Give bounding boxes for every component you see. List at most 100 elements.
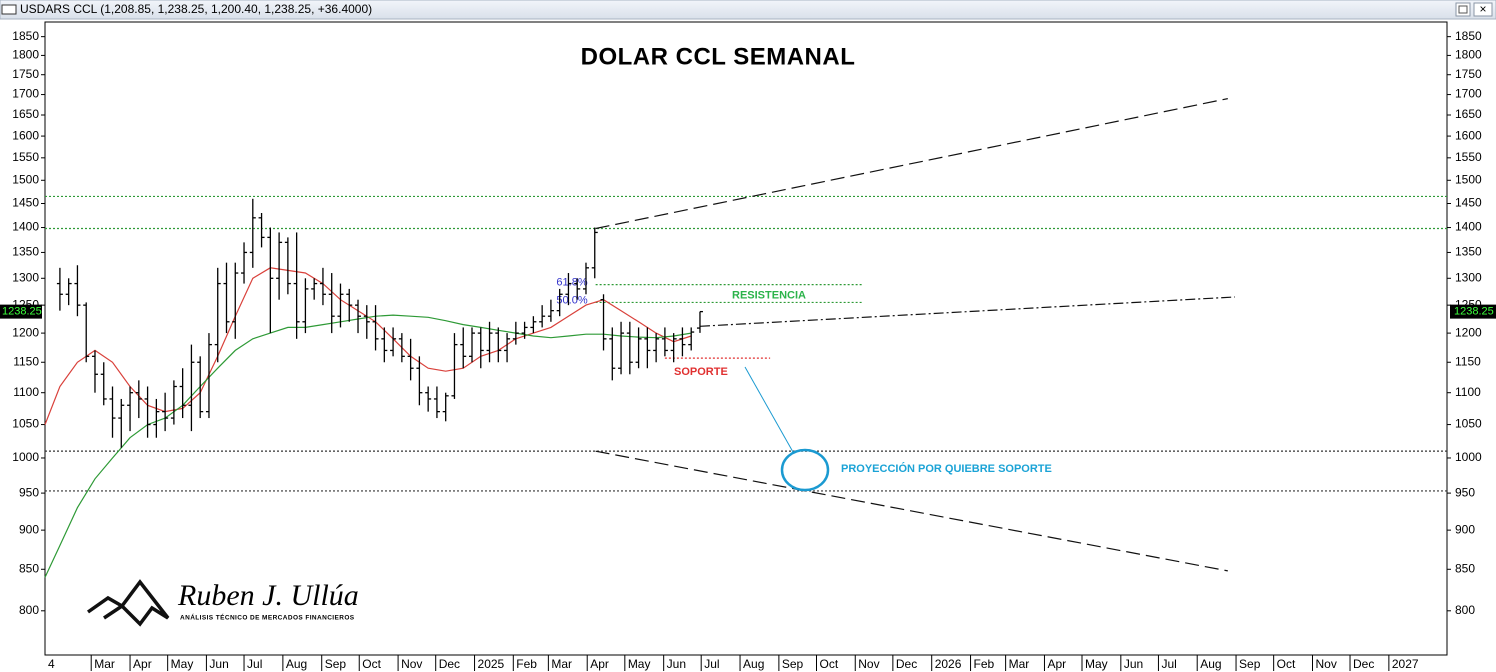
window-title: USDARS CCL (1,208.85, 1,238.25, 1,200.40… xyxy=(20,2,372,16)
y-tick-label-right: 1500 xyxy=(1455,172,1482,186)
projection-label: PROYECCIÓN POR QUIEBRE SOPORTE xyxy=(841,462,1052,475)
x-tick-label: Jun xyxy=(1124,657,1143,671)
y-tick-label-right: 1450 xyxy=(1455,196,1482,210)
y-tick-label-right: 1350 xyxy=(1455,245,1482,259)
y-tick-label: 1200 xyxy=(12,325,39,339)
price-tag: 1238.25 xyxy=(2,306,42,318)
y-tick-label-right: 1100 xyxy=(1455,385,1481,399)
x-tick-label: Oct xyxy=(819,657,838,671)
y-tick-label-right: 800 xyxy=(1455,603,1475,617)
y-tick-label: 1800 xyxy=(12,48,39,62)
x-tick-label: Feb xyxy=(516,657,537,671)
x-tick-label: Jun xyxy=(667,657,686,671)
y-tick-label: 1700 xyxy=(12,87,39,101)
x-tick-label: Nov xyxy=(858,657,879,671)
resistance-label: RESISTENCIA xyxy=(732,289,806,301)
window-icon xyxy=(1,4,17,15)
y-tick-label: 1550 xyxy=(12,150,39,164)
logo-mark xyxy=(86,579,170,627)
x-tick-label: Feb xyxy=(974,657,995,671)
y-tick-label: 1500 xyxy=(12,172,39,186)
trend-line xyxy=(699,296,1235,327)
y-tick-label: 1750 xyxy=(12,67,39,81)
x-tick-label: Sep xyxy=(782,657,804,671)
x-tick-label: 2027 xyxy=(1392,657,1419,671)
x-tick-label: Dec xyxy=(1353,657,1374,671)
x-tick-label: Aug xyxy=(286,657,307,671)
y-tick-label-right: 1650 xyxy=(1455,107,1482,121)
x-tick-label: May xyxy=(628,657,651,671)
y-tick-label: 1100 xyxy=(13,385,39,399)
x-tick-label: Jun xyxy=(209,657,228,671)
y-tick-label: 1300 xyxy=(12,270,39,284)
maximize-icon xyxy=(1458,5,1468,14)
close-icon: × xyxy=(1479,2,1486,16)
logo-tagline: ANÁLISIS TÉCNICO DE MERCADOS FINANCIEROS xyxy=(180,613,355,622)
x-tick-label: Jul xyxy=(1161,657,1176,671)
y-tick-label: 950 xyxy=(19,485,39,499)
y-tick-label-right: 1850 xyxy=(1455,29,1482,43)
y-tick-label: 1600 xyxy=(12,128,39,142)
support-label: SOPORTE xyxy=(674,366,728,378)
x-tick-label: Aug xyxy=(1200,657,1221,671)
x-tick-label: Apr xyxy=(590,657,609,671)
y-tick-label-right: 1700 xyxy=(1455,87,1482,101)
logo: Ruben J. Ullúa ANÁLISIS TÉCNICO DE MERCA… xyxy=(86,579,359,627)
y-tick-label: 900 xyxy=(19,522,39,536)
x-tick-label: May xyxy=(171,657,194,671)
y-tick-label-right: 1050 xyxy=(1455,417,1482,431)
x-tick-label: Oct xyxy=(362,657,381,671)
y-tick-label: 1050 xyxy=(12,417,39,431)
x-tick-label: Dec xyxy=(896,657,917,671)
maximize-button[interactable] xyxy=(1455,2,1471,17)
y-tick-label-right: 850 xyxy=(1455,561,1475,575)
trend-line xyxy=(595,450,1228,572)
y-tick-label: 1850 xyxy=(12,29,39,43)
x-tick-label: Oct xyxy=(1277,657,1296,671)
plot-area xyxy=(44,21,1448,656)
y-tick-label-right: 1600 xyxy=(1455,128,1482,142)
y-tick-label: 800 xyxy=(19,603,39,617)
x-tick-label: Apr xyxy=(1047,657,1066,671)
close-button[interactable] xyxy=(1473,2,1493,17)
y-tick-label: 1350 xyxy=(12,245,39,259)
y-tick-label-right: 1400 xyxy=(1455,220,1482,234)
y-tick-label: 1150 xyxy=(13,354,39,368)
pointer-line xyxy=(744,366,794,453)
x-tick-label: Dec xyxy=(439,657,460,671)
x-tick-label: Nov xyxy=(1315,657,1336,671)
x-tick-label: 2025 xyxy=(478,657,505,671)
x-tick-label: Mar xyxy=(551,657,572,671)
x-tick-label: Jul xyxy=(704,657,719,671)
y-tick-label-right: 1800 xyxy=(1455,48,1482,62)
window-header xyxy=(0,0,1496,20)
y-tick-label-right: 1000 xyxy=(1455,450,1482,464)
x-tick-label: Apr xyxy=(133,657,152,671)
y-tick-label-right: 950 xyxy=(1455,485,1475,499)
x-tick-label: 4 xyxy=(48,657,55,671)
price-tag-bg xyxy=(0,304,42,319)
x-tick-label: Jul xyxy=(247,657,262,671)
x-tick-label: Mar xyxy=(94,657,115,671)
y-tick-label-right: 900 xyxy=(1455,522,1475,536)
y-tick-label-right: 1150 xyxy=(1455,354,1481,368)
y-tick-label: 1650 xyxy=(12,107,39,121)
x-tick-label: Sep xyxy=(1239,657,1261,671)
fib-label: 61.8% xyxy=(556,277,587,289)
chart-title: DOLAR CCL SEMANAL xyxy=(581,43,856,70)
fib-label: 50.0% xyxy=(556,294,587,306)
y-tick-label: 1450 xyxy=(12,196,39,210)
y-tick-label-right: 1550 xyxy=(1455,150,1482,164)
price-tag-bg-right xyxy=(1450,304,1496,319)
y-tick-label-right: 1750 xyxy=(1455,67,1482,81)
y-tick-label: 1000 xyxy=(12,450,39,464)
x-tick-label: Aug xyxy=(743,657,764,671)
projection-circle xyxy=(780,448,830,492)
y-tick-label-right: 1300 xyxy=(1455,270,1482,284)
y-tick-label: 850 xyxy=(19,561,39,575)
y-tick-label: 1400 xyxy=(12,220,39,234)
y-tick-label-right: 1200 xyxy=(1455,325,1482,339)
price-tag-right: 1238.25 xyxy=(1454,306,1494,318)
